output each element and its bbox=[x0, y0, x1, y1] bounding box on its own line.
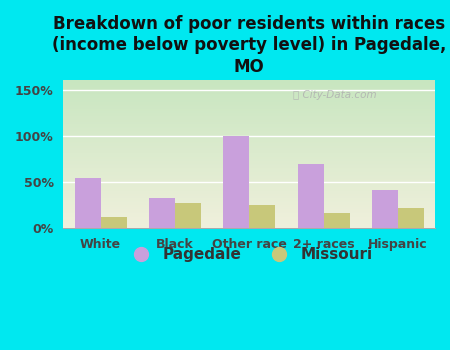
Bar bbox=[324, 213, 350, 229]
Bar bbox=[398, 208, 424, 229]
Bar bbox=[175, 203, 201, 229]
Bar bbox=[75, 177, 101, 229]
Text: ⓘ City-Data.com: ⓘ City-Data.com bbox=[293, 90, 377, 100]
Bar bbox=[297, 163, 324, 229]
Bar bbox=[372, 190, 398, 229]
Legend: Pagedale, Missouri: Pagedale, Missouri bbox=[120, 241, 379, 268]
Bar bbox=[223, 136, 249, 229]
Title: Breakdown of poor residents within races
(income below poverty level) in Pagedal: Breakdown of poor residents within races… bbox=[52, 15, 446, 76]
Bar bbox=[249, 205, 275, 229]
Bar bbox=[101, 217, 126, 229]
Bar bbox=[149, 198, 175, 229]
